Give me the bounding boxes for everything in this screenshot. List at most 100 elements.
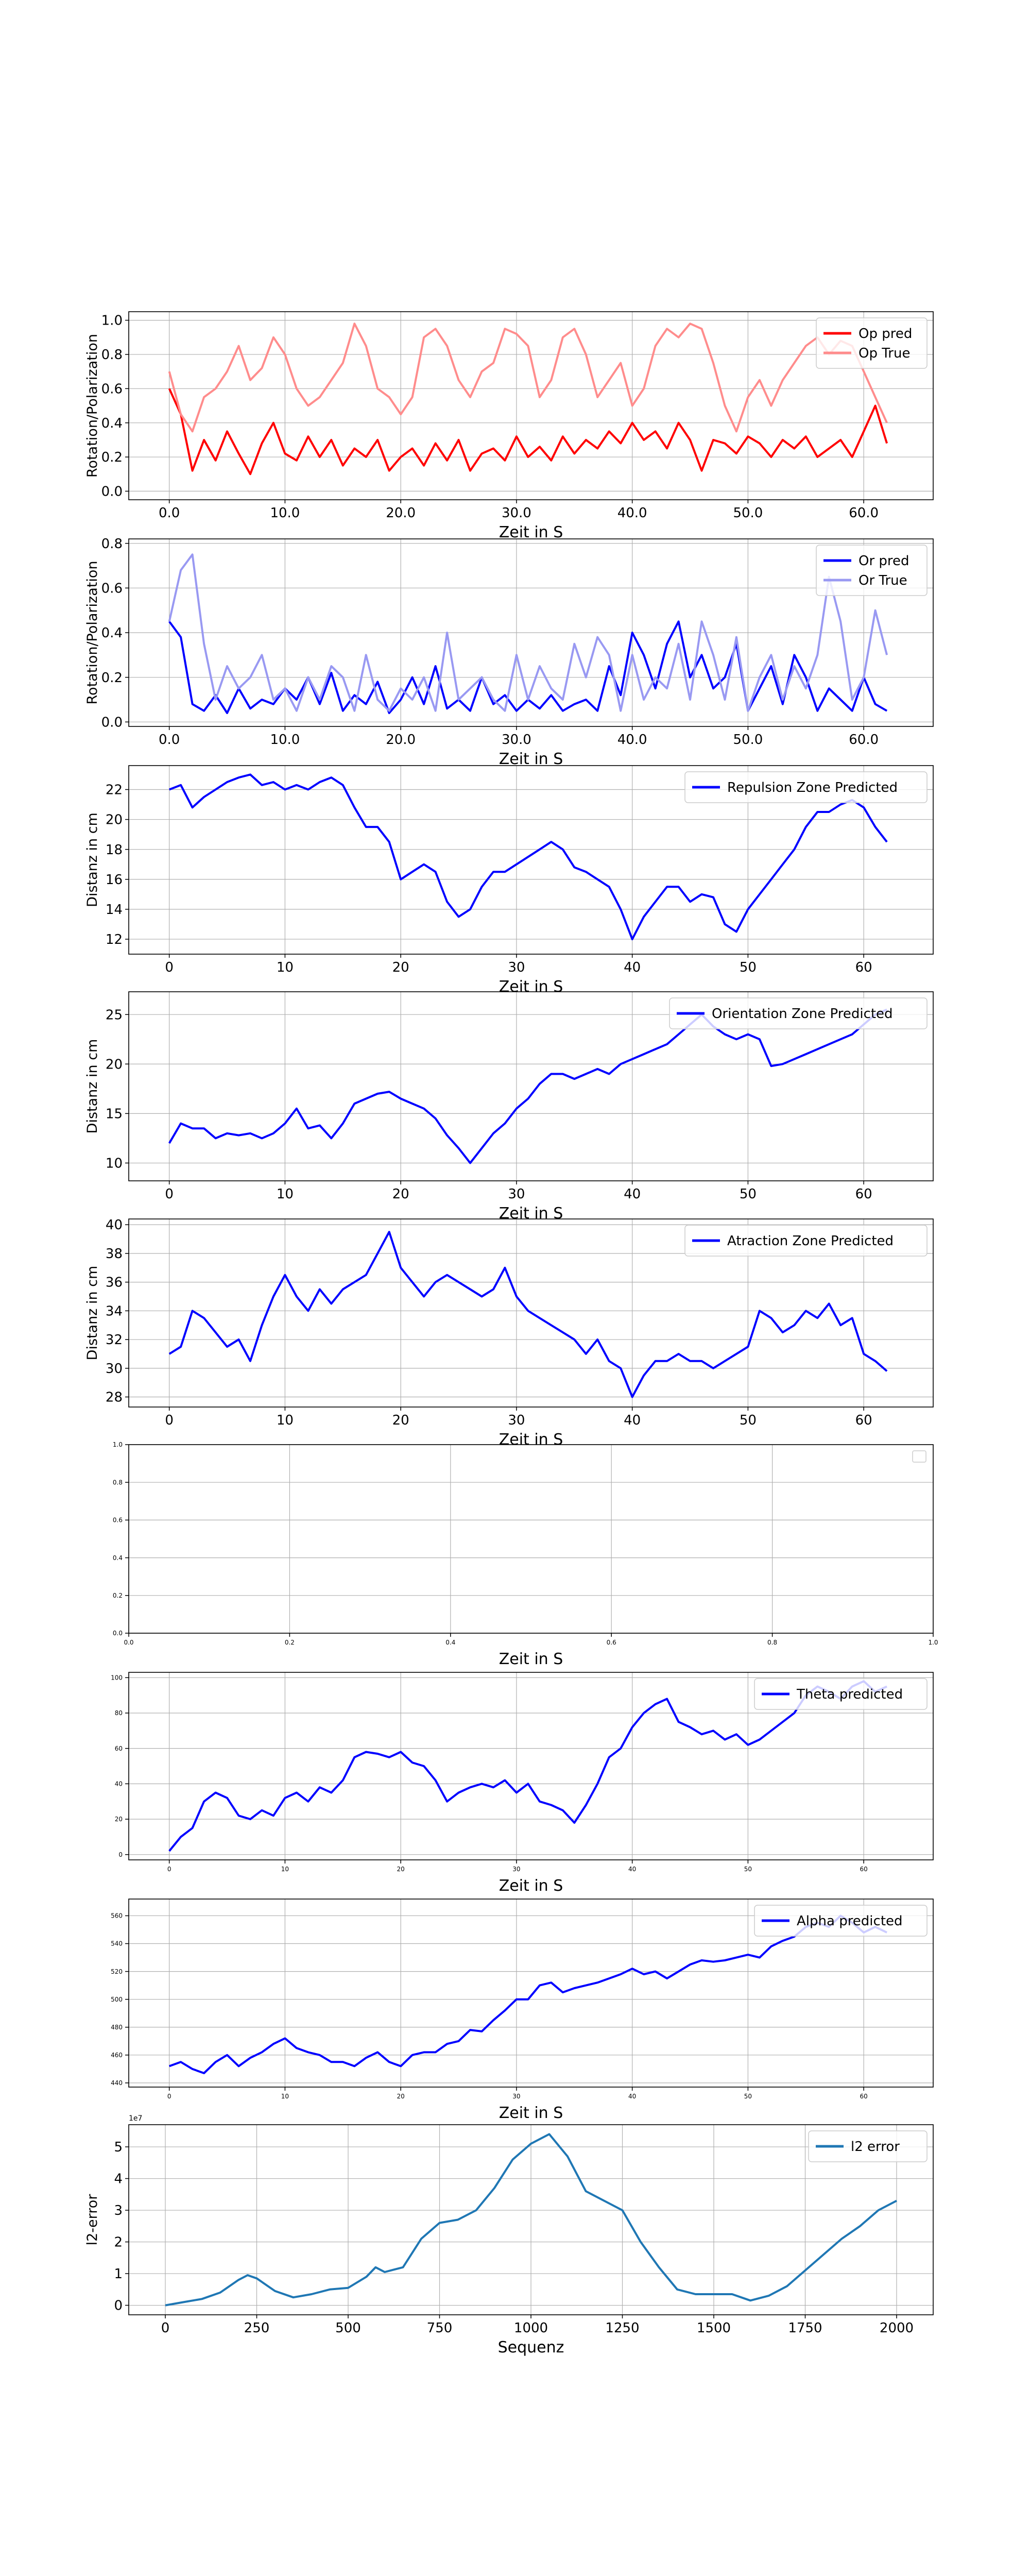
legend: Orientation Zone Predicted (669, 997, 928, 1029)
x-tick-label: 0.8 (767, 1639, 777, 1646)
legend: Or pred Or True (816, 545, 928, 596)
y-tick-label: 25 (106, 1007, 123, 1023)
chart-panel-9: 0 250 500 750 1000 1250 1500 1750 2000 0 1 2 3 4 5 Sequ… (84, 2114, 934, 2357)
legend-label: l2 error (851, 2139, 900, 2155)
chart-panel-6: 0.0 0.2 0.4 0.6 0.8 1.0 0.0 0.2 0.4 0.6 0.8 1.0 Zeit… (113, 1441, 938, 1668)
x-tick-label: 50.0 (733, 505, 763, 521)
y-tick-label: 12 (106, 932, 123, 947)
y-tick-label: 560 (111, 1912, 123, 1920)
y-tick-label: 22 (106, 783, 123, 798)
x-tick-label: 50 (740, 1187, 757, 1202)
x-tick-label: 20 (392, 1187, 409, 1202)
y-tick-label: 0.0 (101, 484, 123, 500)
y-tick-label: 0.8 (101, 536, 123, 552)
plot-frame (128, 765, 934, 955)
x-tick-label: 60 (855, 960, 872, 975)
y-tick-label: 500 (111, 1996, 123, 2003)
x-axis-label: Zeit in S (499, 750, 563, 768)
legend-label: Or pred (859, 553, 909, 569)
y-axis-label: Distanz in cm (84, 812, 100, 907)
x-tick-label: 40 (628, 2093, 636, 2100)
x-tick-label: 0 (165, 1413, 174, 1428)
x-tick-label: 50 (740, 1413, 757, 1428)
x-tick-label: 250 (244, 2320, 270, 2336)
x-tick-label: 10.0 (270, 505, 300, 521)
y-axis-label: Distanz in cm (84, 1039, 100, 1134)
x-tick-label: 60.0 (849, 732, 879, 748)
legend-label: Op True (859, 346, 910, 361)
x-tick-label: 1000 (514, 2320, 548, 2336)
y-tick-label: 520 (111, 1968, 123, 1975)
y-tick-label: 0.2 (101, 450, 123, 465)
chart-panel-7: 0 10 20 30 40 50 60 0 20 40 60 80 100 Zeit in S Theta … (111, 1672, 934, 1895)
y-tick-label: 40 (115, 1781, 123, 1788)
x-tick-label: 20.0 (386, 505, 416, 521)
x-tick-label: 0 (165, 1187, 174, 1202)
y-tick-label: 32 (106, 1332, 123, 1348)
x-tick-label: 500 (335, 2320, 361, 2336)
legend-box (754, 1905, 928, 1937)
y-tick-label: 0 (118, 1851, 123, 1858)
y-tick-label: 1 (114, 2266, 123, 2282)
series-line-1 (168, 1231, 888, 1398)
x-tick-label: 0.0 (124, 1639, 133, 1646)
plot-frame (128, 1899, 934, 2088)
legend-box (684, 771, 928, 803)
chart-panel-5: 0 10 20 30 40 50 60 28 30 32 34 36 38 40 Zeit in S Dist… (84, 1217, 934, 1449)
plot-frame (128, 311, 934, 500)
y-tick-label: 0.6 (101, 581, 123, 596)
x-tick-label: 0 (167, 2093, 171, 2100)
series-line-2 (168, 553, 888, 712)
legend-label: Orientation Zone Predicted (712, 1006, 893, 1022)
y-tick-label: 80 (115, 1709, 123, 1717)
x-tick-label: 50.0 (733, 732, 763, 748)
x-tick-label: 50 (740, 960, 757, 975)
legend: l2 error (808, 2130, 928, 2162)
legend: Repulsion Zone Predicted (684, 771, 928, 803)
x-axis-label: Zeit in S (499, 978, 563, 996)
x-tick-label: 30.0 (502, 732, 531, 748)
y-tick-label: 5 (114, 2140, 123, 2155)
y-tick-label: 0.6 (113, 1517, 123, 1524)
x-tick-label: 20 (392, 960, 409, 975)
x-tick-label: 1500 (697, 2320, 731, 2336)
legend-label: Repulsion Zone Predicted (727, 780, 898, 795)
x-tick-label: 10 (277, 1413, 294, 1428)
x-tick-label: 0.6 (607, 1639, 616, 1646)
legend-box (816, 545, 928, 596)
plot-frame (128, 1218, 934, 1408)
series-line-1 (169, 1914, 887, 2074)
axis-offset-label: 1e7 (129, 2114, 142, 2123)
y-tick-label: 0.0 (113, 1630, 123, 1637)
x-tick-label: 0 (161, 2320, 170, 2336)
y-tick-label: 10 (106, 1156, 123, 1172)
x-tick-label: 1750 (788, 2320, 822, 2336)
y-tick-label: 28 (106, 1390, 123, 1405)
legend-box (912, 1450, 926, 1463)
x-tick-label: 60 (860, 1866, 868, 1873)
y-tick-label: 540 (111, 1940, 123, 1947)
series-line-1 (168, 773, 888, 940)
x-tick-label: 0.4 (445, 1639, 455, 1646)
y-tick-label: 0.2 (101, 670, 123, 686)
legend-box (669, 997, 928, 1029)
x-tick-label: 40 (628, 1866, 636, 1873)
y-tick-label: 0.6 (101, 381, 123, 397)
y-tick-label: 20 (115, 1816, 123, 1823)
y-tick-label: 34 (106, 1303, 123, 1319)
legend: Theta predicted (754, 1678, 928, 1710)
y-tick-label: 440 (111, 2079, 123, 2087)
series-line-1 (168, 1008, 887, 1164)
chart-panel-3: 0 10 20 30 40 50 60 12 14 16 18 20 22 Zeit in S Distan… (84, 765, 934, 996)
x-tick-label: 40 (624, 960, 641, 975)
y-tick-label: 38 (106, 1246, 123, 1262)
x-axis-label: Zeit in S (499, 1431, 563, 1449)
x-tick-label: 10 (277, 960, 294, 975)
series-line-1 (165, 2133, 897, 2307)
x-tick-label: 40 (624, 1187, 641, 1202)
x-tick-label: 0 (165, 960, 174, 975)
y-axis-label: l2-error (84, 2194, 100, 2246)
y-tick-label: 0.4 (101, 416, 123, 431)
legend-label: Op pred (859, 326, 912, 342)
